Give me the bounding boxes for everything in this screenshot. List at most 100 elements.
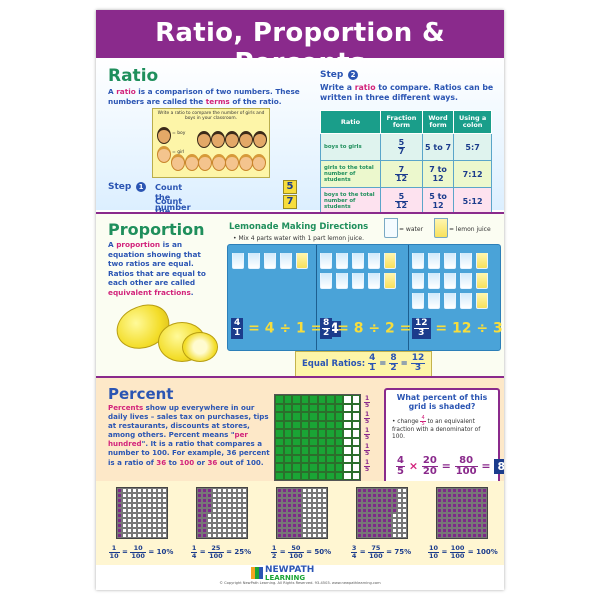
water-glass-icon [320,273,332,289]
lemon-juice-glass-icon [476,273,488,289]
percent-grid [276,487,328,539]
water-glass-icon [460,253,472,269]
water-glass-icon [232,253,244,269]
percent-grid-label: 1 10 = 10 100 = 10% [108,544,174,560]
answer-badge: 80% [494,458,504,474]
water-glass-icon [280,253,292,269]
percent-heading: Percent [108,385,174,403]
lemon-juice-glass-icon [476,253,488,269]
fraction: 5 12 [394,191,409,210]
water-glass-icon [412,253,424,269]
water-legend: = water [399,226,424,233]
percent-section: Percent Percents show up everywhere in o… [96,376,504,484]
percent-grid [356,487,408,539]
term-ratio: ratio [116,87,136,96]
water-glass-icon [336,253,348,269]
question-box: What percent of this grid is shaded? • c… [384,388,504,484]
box-caption: Write a ratio to compare the number of g… [157,111,265,122]
water-glass-icon [428,273,440,289]
lemon-juice-glass-icon [384,253,396,269]
boy-face-icon [253,131,267,148]
water-glass-icon [444,273,456,289]
water-glass-icon [336,273,348,289]
step2-label: Step [320,70,344,80]
proportion-section: Proportion A proportion is an equation s… [96,212,504,378]
water-glass-icon [248,253,260,269]
girl-face-icon [184,154,199,171]
water-glass-icon [412,293,424,309]
copyright: © Copyright NewPath Learning. All Rights… [219,581,381,585]
lemonade-panel: 41 = 4 ÷ 1 = 4 82 = 8 ÷ 2 = 4 123 = 12 ÷… [227,244,504,351]
lemon-juice-glass-icon [476,293,488,309]
girl-face-icon [211,154,226,171]
lemon-legend: = lemon juice [449,226,491,233]
girl-face-icon [198,154,212,171]
fraction: 7 12 [394,164,409,183]
col-header-word: Word form [421,110,455,134]
girl-key-icon [157,146,171,163]
percent-grids-strip: 1 10 = 10 100 = 10% 1 4 = 25 100 = 25% 1 2 = 50… [96,481,504,565]
footer: NEWPATH LEARNING © Copyright NewPath Lea… [96,565,504,590]
ratio-definition: A ratio is a comparison of two numbers. … [108,87,300,106]
water-glass-icon [384,218,398,238]
term-terms: terms [205,96,230,106]
lemon-juice-glass-icon [296,253,308,269]
girls-count-box: 7 [283,195,297,209]
boy-face-icon [211,131,225,148]
title-banner: Ratio, Proportion & Percents [96,10,504,78]
girl-face-icon [252,154,266,171]
percent-grid [116,487,168,539]
water-glass-icon [352,273,364,289]
col-header-colon: Using a colon [453,110,492,134]
col-header-ratio: Ratio [320,110,381,134]
boy-key-icon [157,127,171,144]
lemonade-instruction: • Mix 4 parts water with 1 part lemon ju… [233,235,365,242]
ratio-table: Ratio Fraction form Word form Using a co… [320,110,492,215]
percent-grid [196,487,248,539]
step1-number-icon: 1 [136,182,146,192]
water-glass-icon [264,253,276,269]
water-glass-icon [368,273,380,289]
poster: Ratio, Proportion & Percents Ratio A rat… [96,10,504,590]
logo-text: NEWPATH LEARNING [265,565,315,583]
water-glass-icon [428,253,440,269]
percent-definition: Percents show up everywhere in our daily… [108,403,270,467]
boy-key-label: = boy [172,131,186,136]
girl-key-label: = girl [172,150,185,155]
water-glass-icon [428,293,440,309]
step2-description: Write a ratio to compare. Ratios can be … [320,83,494,102]
proportion-heading: Proportion [108,220,205,239]
water-glass-icon [460,293,472,309]
lemon-slice-icon [182,332,218,362]
boy-face-icon [239,131,253,148]
water-glass-icon [412,273,424,289]
lemonade-title: Lemonade Making Directions [229,222,369,232]
water-glass-icon [444,293,456,309]
ratio-heading: Ratio [108,66,159,86]
boy-face-icon [197,131,211,148]
percent-grid [436,487,488,539]
table-row: boys to the total number of students 5 12… [320,187,492,215]
girl-face-icon [225,154,239,171]
books-logo-icon [251,567,263,579]
water-glass-icon [460,273,472,289]
boy-face-icon [225,131,239,148]
girl-face-icon [171,154,185,171]
girl-face-icon [238,154,253,171]
hundred-grid [274,394,361,481]
percent-grid-label: 10 10 = 100 100 = 100% [428,544,498,560]
boys-count-box: 5 [283,180,297,194]
